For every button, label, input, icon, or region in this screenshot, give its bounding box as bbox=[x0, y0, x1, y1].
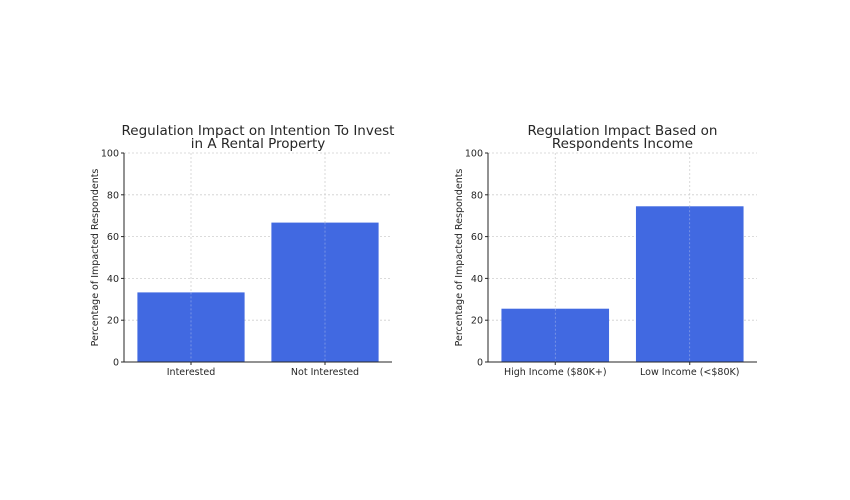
x-tick-label: Not Interested bbox=[291, 367, 359, 378]
bar-1 bbox=[137, 292, 245, 362]
y-tick-label: 0 bbox=[113, 358, 119, 369]
y-tick-label: 60 bbox=[107, 232, 119, 243]
x-tick-label: High Income ($80K+) bbox=[504, 367, 607, 378]
chart-title-line-1: Regulation Impact on Intention To Invest bbox=[122, 123, 395, 139]
y-tick-label: 40 bbox=[471, 274, 483, 285]
y-axis-label: Percentage of Impacted Respondents bbox=[454, 169, 465, 347]
chart-title-line-2: in A Rental Property bbox=[191, 136, 326, 152]
y-tick-label: 60 bbox=[471, 232, 483, 243]
y-tick-label: 40 bbox=[107, 274, 119, 285]
y-tick-label: 0 bbox=[477, 358, 483, 369]
y-tick-label: 100 bbox=[101, 149, 119, 160]
y-axis-label: Percentage of Impacted Respondents bbox=[90, 169, 101, 347]
y-tick-label: 80 bbox=[107, 190, 119, 201]
chart-2: 0 20 40 60 80 100 High Income ($80K+) Low Incom… bbox=[454, 123, 757, 378]
y-tick-label: 20 bbox=[107, 316, 119, 327]
chart-title-line-1: Regulation Impact Based on bbox=[528, 123, 718, 139]
x-tick-label: Low Income (<$80K) bbox=[640, 367, 739, 378]
y-tick-label: 100 bbox=[465, 149, 483, 160]
y-tick-label: 20 bbox=[471, 316, 483, 327]
y-tick-label: 80 bbox=[471, 190, 483, 201]
chart-title-line-2: Respondents Income bbox=[552, 136, 693, 152]
chart-1: 0 20 40 60 80 100 Interested Not Interested Perc… bbox=[90, 123, 394, 378]
x-tick-label: Interested bbox=[167, 367, 215, 378]
